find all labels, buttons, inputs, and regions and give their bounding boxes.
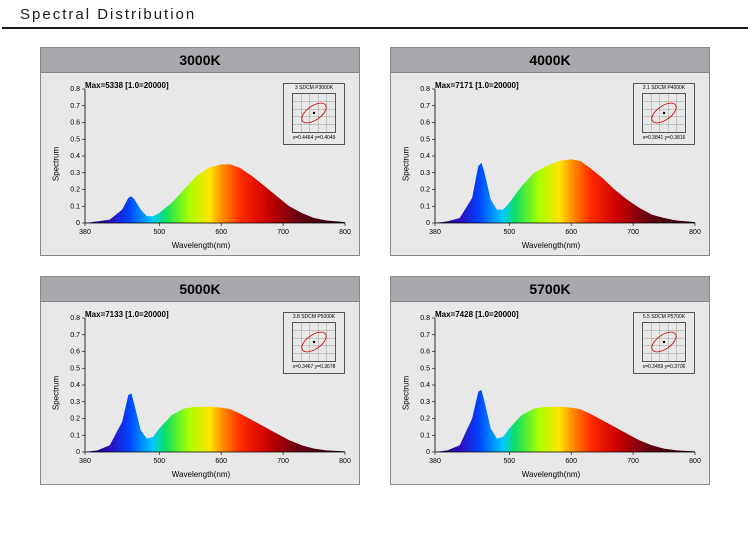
svg-text:800: 800 — [689, 458, 701, 465]
svg-text:380: 380 — [79, 458, 91, 465]
svg-text:700: 700 — [627, 229, 639, 236]
svg-text:700: 700 — [277, 458, 289, 465]
svg-text:0.1: 0.1 — [70, 203, 80, 210]
panel-title: 5700K — [391, 277, 709, 302]
svg-text:0: 0 — [76, 220, 80, 227]
svg-text:0.8: 0.8 — [420, 86, 430, 93]
inset-title: 3 SDCM P3000K — [284, 84, 344, 92]
inset-title: 5.5 SDCM P5700K — [634, 313, 694, 321]
spectral-panel: 5700K Max=7428 [1.0=20000] Spectrum 0 0.1… — [390, 276, 710, 485]
max-value-label: Max=7171 [1.0=20000] — [435, 81, 519, 90]
chromaticity-inset: 3 SDCM P3000K x=0.4464 y=0.4049 — [283, 83, 345, 145]
chart-grid: 3000K Max=5338 [1.0=20000] Spectrum 0 0.1… — [0, 47, 750, 485]
spectral-panel: 3000K Max=5338 [1.0=20000] Spectrum 0 0.1… — [40, 47, 360, 256]
svg-text:0.7: 0.7 — [420, 103, 430, 110]
svg-text:0.1: 0.1 — [420, 432, 430, 439]
svg-text:600: 600 — [215, 458, 227, 465]
svg-text:500: 500 — [503, 458, 515, 465]
svg-text:0.2: 0.2 — [70, 416, 80, 423]
svg-text:0.1: 0.1 — [420, 203, 430, 210]
svg-text:600: 600 — [565, 229, 577, 236]
svg-text:0.6: 0.6 — [70, 120, 80, 127]
svg-text:500: 500 — [153, 229, 165, 236]
chromaticity-inset: 2.1 SDCM P4000K x=0.3841 y=0.3816 — [633, 83, 695, 145]
inset-coords: x=0.3459 y=0.3706 — [634, 363, 694, 370]
svg-text:0.6: 0.6 — [70, 349, 80, 356]
svg-text:0.3: 0.3 — [70, 399, 80, 406]
inset-title: 3.8 SDCM P5000K — [284, 313, 344, 321]
max-value-label: Max=7133 [1.0=20000] — [85, 310, 169, 319]
chromaticity-inset: 3.8 SDCM P5000K x=0.3467 y=0.3678 — [283, 312, 345, 374]
spectral-panel: 4000K Max=7171 [1.0=20000] Spectrum 0 0.1… — [390, 47, 710, 256]
svg-text:0.8: 0.8 — [70, 315, 80, 322]
y-axis-label: Spectrum — [402, 376, 411, 410]
svg-text:0.4: 0.4 — [70, 382, 80, 389]
svg-text:500: 500 — [153, 458, 165, 465]
max-value-label: Max=5338 [1.0=20000] — [85, 81, 169, 90]
svg-text:700: 700 — [277, 229, 289, 236]
svg-text:0.8: 0.8 — [420, 315, 430, 322]
svg-text:700: 700 — [627, 458, 639, 465]
svg-text:380: 380 — [429, 229, 441, 236]
svg-text:0.4: 0.4 — [420, 153, 430, 160]
svg-text:0.6: 0.6 — [420, 120, 430, 127]
svg-text:500: 500 — [503, 229, 515, 236]
svg-text:0.2: 0.2 — [420, 416, 430, 423]
svg-text:0.7: 0.7 — [70, 103, 80, 110]
inset-coords: x=0.4464 y=0.4049 — [284, 134, 344, 141]
x-axis-label: Wavelength(nm) — [401, 241, 701, 250]
y-axis-label: Spectrum — [402, 147, 411, 181]
inset-title: 2.1 SDCM P4000K — [634, 84, 694, 92]
svg-text:0: 0 — [426, 449, 430, 456]
svg-text:800: 800 — [339, 458, 351, 465]
svg-text:0.5: 0.5 — [70, 136, 80, 143]
svg-text:800: 800 — [689, 229, 701, 236]
svg-text:0.4: 0.4 — [70, 153, 80, 160]
max-value-label: Max=7428 [1.0=20000] — [435, 310, 519, 319]
svg-text:0.5: 0.5 — [420, 136, 430, 143]
svg-text:0.3: 0.3 — [70, 170, 80, 177]
svg-text:0.3: 0.3 — [420, 170, 430, 177]
svg-text:0.7: 0.7 — [420, 332, 430, 339]
panel-title: 3000K — [41, 48, 359, 73]
svg-text:0.2: 0.2 — [70, 187, 80, 194]
svg-text:800: 800 — [339, 229, 351, 236]
inset-coords: x=0.3841 y=0.3816 — [634, 134, 694, 141]
svg-text:600: 600 — [215, 229, 227, 236]
panel-title: 4000K — [391, 48, 709, 73]
chromaticity-inset: 5.5 SDCM P5700K x=0.3459 y=0.3706 — [633, 312, 695, 374]
svg-text:0.3: 0.3 — [420, 399, 430, 406]
svg-text:0.5: 0.5 — [420, 365, 430, 372]
page-title: Spectral Distribution — [2, 0, 748, 29]
y-axis-label: Spectrum — [52, 376, 61, 410]
svg-text:0: 0 — [76, 449, 80, 456]
spectral-panel: 5000K Max=7133 [1.0=20000] Spectrum 0 0.1… — [40, 276, 360, 485]
svg-text:0.7: 0.7 — [70, 332, 80, 339]
panel-title: 5000K — [41, 277, 359, 302]
svg-text:0: 0 — [426, 220, 430, 227]
x-axis-label: Wavelength(nm) — [51, 470, 351, 479]
y-axis-label: Spectrum — [52, 147, 61, 181]
inset-coords: x=0.3467 y=0.3678 — [284, 363, 344, 370]
svg-text:0.4: 0.4 — [420, 382, 430, 389]
svg-text:380: 380 — [429, 458, 441, 465]
svg-text:0.5: 0.5 — [70, 365, 80, 372]
svg-text:600: 600 — [565, 458, 577, 465]
svg-text:0.1: 0.1 — [70, 432, 80, 439]
svg-text:380: 380 — [79, 229, 91, 236]
svg-text:0.2: 0.2 — [420, 187, 430, 194]
x-axis-label: Wavelength(nm) — [401, 470, 701, 479]
svg-text:0.6: 0.6 — [420, 349, 430, 356]
x-axis-label: Wavelength(nm) — [51, 241, 351, 250]
svg-text:0.8: 0.8 — [70, 86, 80, 93]
